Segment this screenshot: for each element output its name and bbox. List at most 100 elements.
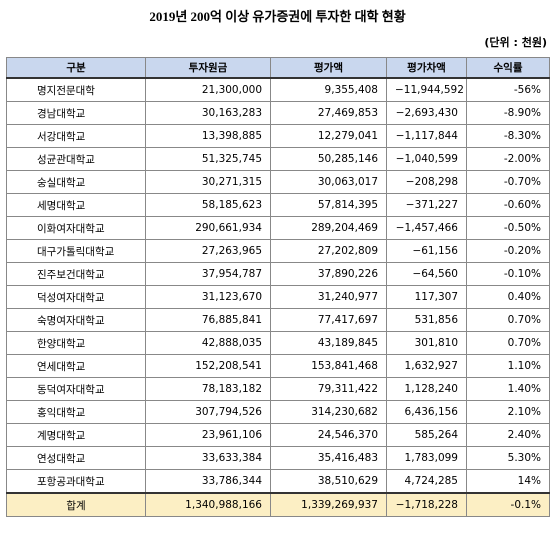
- cell: -0.60%: [466, 193, 550, 217]
- cell: 12,279,041: [270, 124, 387, 148]
- cell: 0.70%: [466, 308, 550, 332]
- cell: 77,417,697: [270, 308, 387, 332]
- table-row: 연세대학교 152,208,541 153,841,468 1,632,927 1.10…: [6, 354, 550, 378]
- cell: 23,961,106: [145, 423, 271, 447]
- cell: -0.1%: [466, 492, 550, 517]
- cell: 301,810: [386, 331, 467, 355]
- cell: 13,398,885: [145, 124, 271, 148]
- title: 2019년 200억 이상 유가증권에 투자한 대학 현황: [149, 9, 406, 24]
- table-row: 진주보건대학교 37,954,787 37,890,226 −64,560 -0.10%: [6, 262, 550, 286]
- cell: −1,718,228: [386, 492, 467, 517]
- cell: 24,546,370: [270, 423, 387, 447]
- cell: 1,632,927: [386, 354, 467, 378]
- cell: 0.70%: [466, 331, 550, 355]
- cell: −371,227: [386, 193, 467, 217]
- cell: 38,510,629: [270, 469, 387, 494]
- table-row: 덕성여자대학교 31,123,670 31,240,977 117,307 0.40%: [6, 285, 550, 309]
- table-row: 포항공과대학교 33,786,344 38,510,629 4,724,285 14%: [6, 469, 550, 494]
- cell: 30,063,017: [270, 170, 387, 194]
- cell: 37,890,226: [270, 262, 387, 286]
- table-row: 계명대학교 23,961,106 24,546,370 585,264 2.40%: [6, 423, 550, 447]
- cell: 명지전문대학: [6, 77, 146, 102]
- cell: 대구가톨릭대학교: [6, 239, 146, 263]
- cell: 58,185,623: [145, 193, 271, 217]
- cell: -56%: [466, 77, 550, 102]
- cell: 78,183,182: [145, 377, 271, 401]
- table-row: 숙명여자대학교 76,885,841 77,417,697 531,856 0.70%: [6, 308, 550, 332]
- column-header: 구분: [6, 57, 146, 79]
- cell: 연세대학교: [6, 354, 146, 378]
- table-body: 명지전문대학 21,300,000 9,355,408 −11,944,592 -56%…: [6, 77, 550, 517]
- cell: 동덕여자대학교: [6, 377, 146, 401]
- cell: 35,416,483: [270, 446, 387, 470]
- cell: 덕성여자대학교: [6, 285, 146, 309]
- cell: 1,783,099: [386, 446, 467, 470]
- cell: −61,156: [386, 239, 467, 263]
- cell: 9,355,408: [270, 77, 387, 102]
- cell: 한양대학교: [6, 331, 146, 355]
- column-header: 평가차액: [386, 57, 467, 79]
- cell: 30,271,315: [145, 170, 271, 194]
- cell: 6,436,156: [386, 400, 467, 424]
- cell: 1,128,240: [386, 377, 467, 401]
- cell: 서강대학교: [6, 124, 146, 148]
- table-row: 대구가톨릭대학교 27,263,965 27,202,809 −61,156 -0.20…: [6, 239, 550, 263]
- cell: 289,204,469: [270, 216, 387, 240]
- cell: 연성대학교: [6, 446, 146, 470]
- cell: 합계: [6, 492, 146, 517]
- cell: 1.40%: [466, 377, 550, 401]
- cell: 42,888,035: [145, 331, 271, 355]
- cell: 1.10%: [466, 354, 550, 378]
- cell: 14%: [466, 469, 550, 494]
- cell: -0.10%: [466, 262, 550, 286]
- cell: 성균관대학교: [6, 147, 146, 171]
- cell: 1,339,269,937: [270, 492, 387, 517]
- cell: 314,230,682: [270, 400, 387, 424]
- cell: 37,954,787: [145, 262, 271, 286]
- cell: 2.40%: [466, 423, 550, 447]
- table-row: 동덕여자대학교 78,183,182 79,311,422 1,128,240 1.40…: [6, 377, 550, 401]
- table-row: 성균관대학교 51,325,745 50,285,146 −1,040,599 -2.0…: [6, 147, 550, 171]
- cell: 숙명여자대학교: [6, 308, 146, 332]
- cell: −1,040,599: [386, 147, 467, 171]
- cell: 33,633,384: [145, 446, 271, 470]
- cell: -8.30%: [466, 124, 550, 148]
- cell: 31,123,670: [145, 285, 271, 309]
- cell: 계명대학교: [6, 423, 146, 447]
- table-row: 홍익대학교 307,794,526 314,230,682 6,436,156 2.10…: [6, 400, 550, 424]
- cell: 1,340,988,166: [145, 492, 271, 517]
- total-row: 합계 1,340,988,166 1,339,269,937 −1,718,228 -0…: [6, 492, 550, 517]
- cell: 43,189,845: [270, 331, 387, 355]
- cell: 307,794,526: [145, 400, 271, 424]
- cell: 21,300,000: [145, 77, 271, 102]
- cell: 27,469,853: [270, 101, 387, 125]
- cell: 33,786,344: [145, 469, 271, 494]
- column-header: 투자원금: [145, 57, 271, 79]
- cell: 홍익대학교: [6, 400, 146, 424]
- cell: 4,724,285: [386, 469, 467, 494]
- cell: 585,264: [386, 423, 467, 447]
- cell: 531,856: [386, 308, 467, 332]
- column-header: 수익률: [466, 57, 550, 79]
- cell: 27,263,965: [145, 239, 271, 263]
- cell: 27,202,809: [270, 239, 387, 263]
- table-row: 숭실대학교 30,271,315 30,063,017 −208,298 -0.70%: [6, 170, 550, 194]
- cell: 31,240,977: [270, 285, 387, 309]
- cell: -8.90%: [466, 101, 550, 125]
- table-row: 서강대학교 13,398,885 12,279,041 −1,117,844 -8.30…: [6, 124, 550, 148]
- cell: 57,814,395: [270, 193, 387, 217]
- cell: −208,298: [386, 170, 467, 194]
- cell: -2.00%: [466, 147, 550, 171]
- cell: −1,117,844: [386, 124, 467, 148]
- cell: 50,285,146: [270, 147, 387, 171]
- table-row: 세명대학교 58,185,623 57,814,395 −371,227 -0.60%: [6, 193, 550, 217]
- cell: −1,457,466: [386, 216, 467, 240]
- cell: 290,661,934: [145, 216, 271, 240]
- cell: -0.50%: [466, 216, 550, 240]
- cell: 이화여자대학교: [6, 216, 146, 240]
- header-row: 구분 투자원금 평가액 평가차액 수익률: [6, 57, 550, 79]
- cell: 세명대학교: [6, 193, 146, 217]
- cell: 76,885,841: [145, 308, 271, 332]
- cell: 79,311,422: [270, 377, 387, 401]
